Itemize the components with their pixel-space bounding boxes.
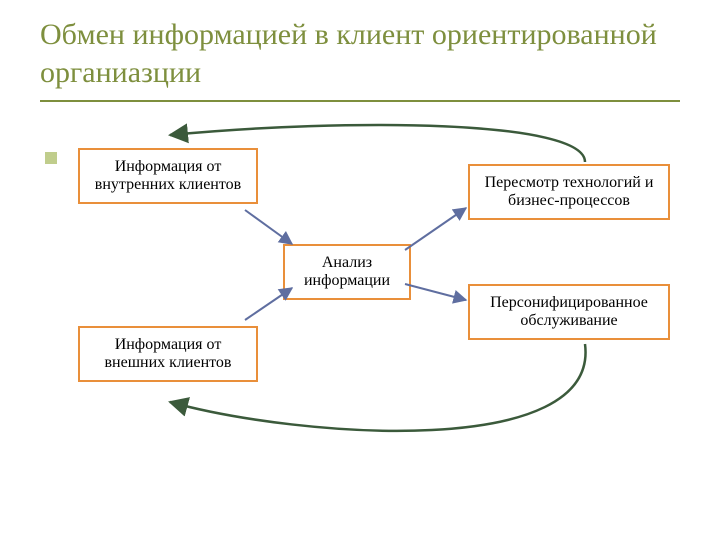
page-title: Обмен информацией в клиент ориентированн…: [40, 16, 680, 91]
flowchart-node-internal: Информация от внутренних клиентов: [78, 148, 258, 204]
arrow-analysis_to_service: [405, 284, 466, 300]
flowchart-node-label: Персонифицированное обслуживание: [478, 294, 660, 331]
title-underline: [40, 100, 680, 102]
flowchart-node-label: Анализ информации: [293, 254, 401, 291]
flowchart-node-external: Информация от внешних клиентов: [78, 326, 258, 382]
flowchart-node-review: Пересмотр технологий и бизнес-процессов: [468, 164, 670, 220]
flowchart-node-service: Персонифицированное обслуживание: [468, 284, 670, 340]
arrow-internal: [245, 210, 292, 244]
flowchart-node-label: Информация от внутренних клиентов: [88, 158, 248, 195]
flowchart-node-label: Информация от внешних клиентов: [88, 336, 248, 373]
slide-bullet: [45, 152, 57, 164]
flowchart-node-analysis: Анализ информации: [283, 244, 411, 300]
flowchart-node-label: Пересмотр технологий и бизнес-процессов: [478, 174, 660, 211]
arrow-analysis_to_review: [405, 208, 466, 250]
